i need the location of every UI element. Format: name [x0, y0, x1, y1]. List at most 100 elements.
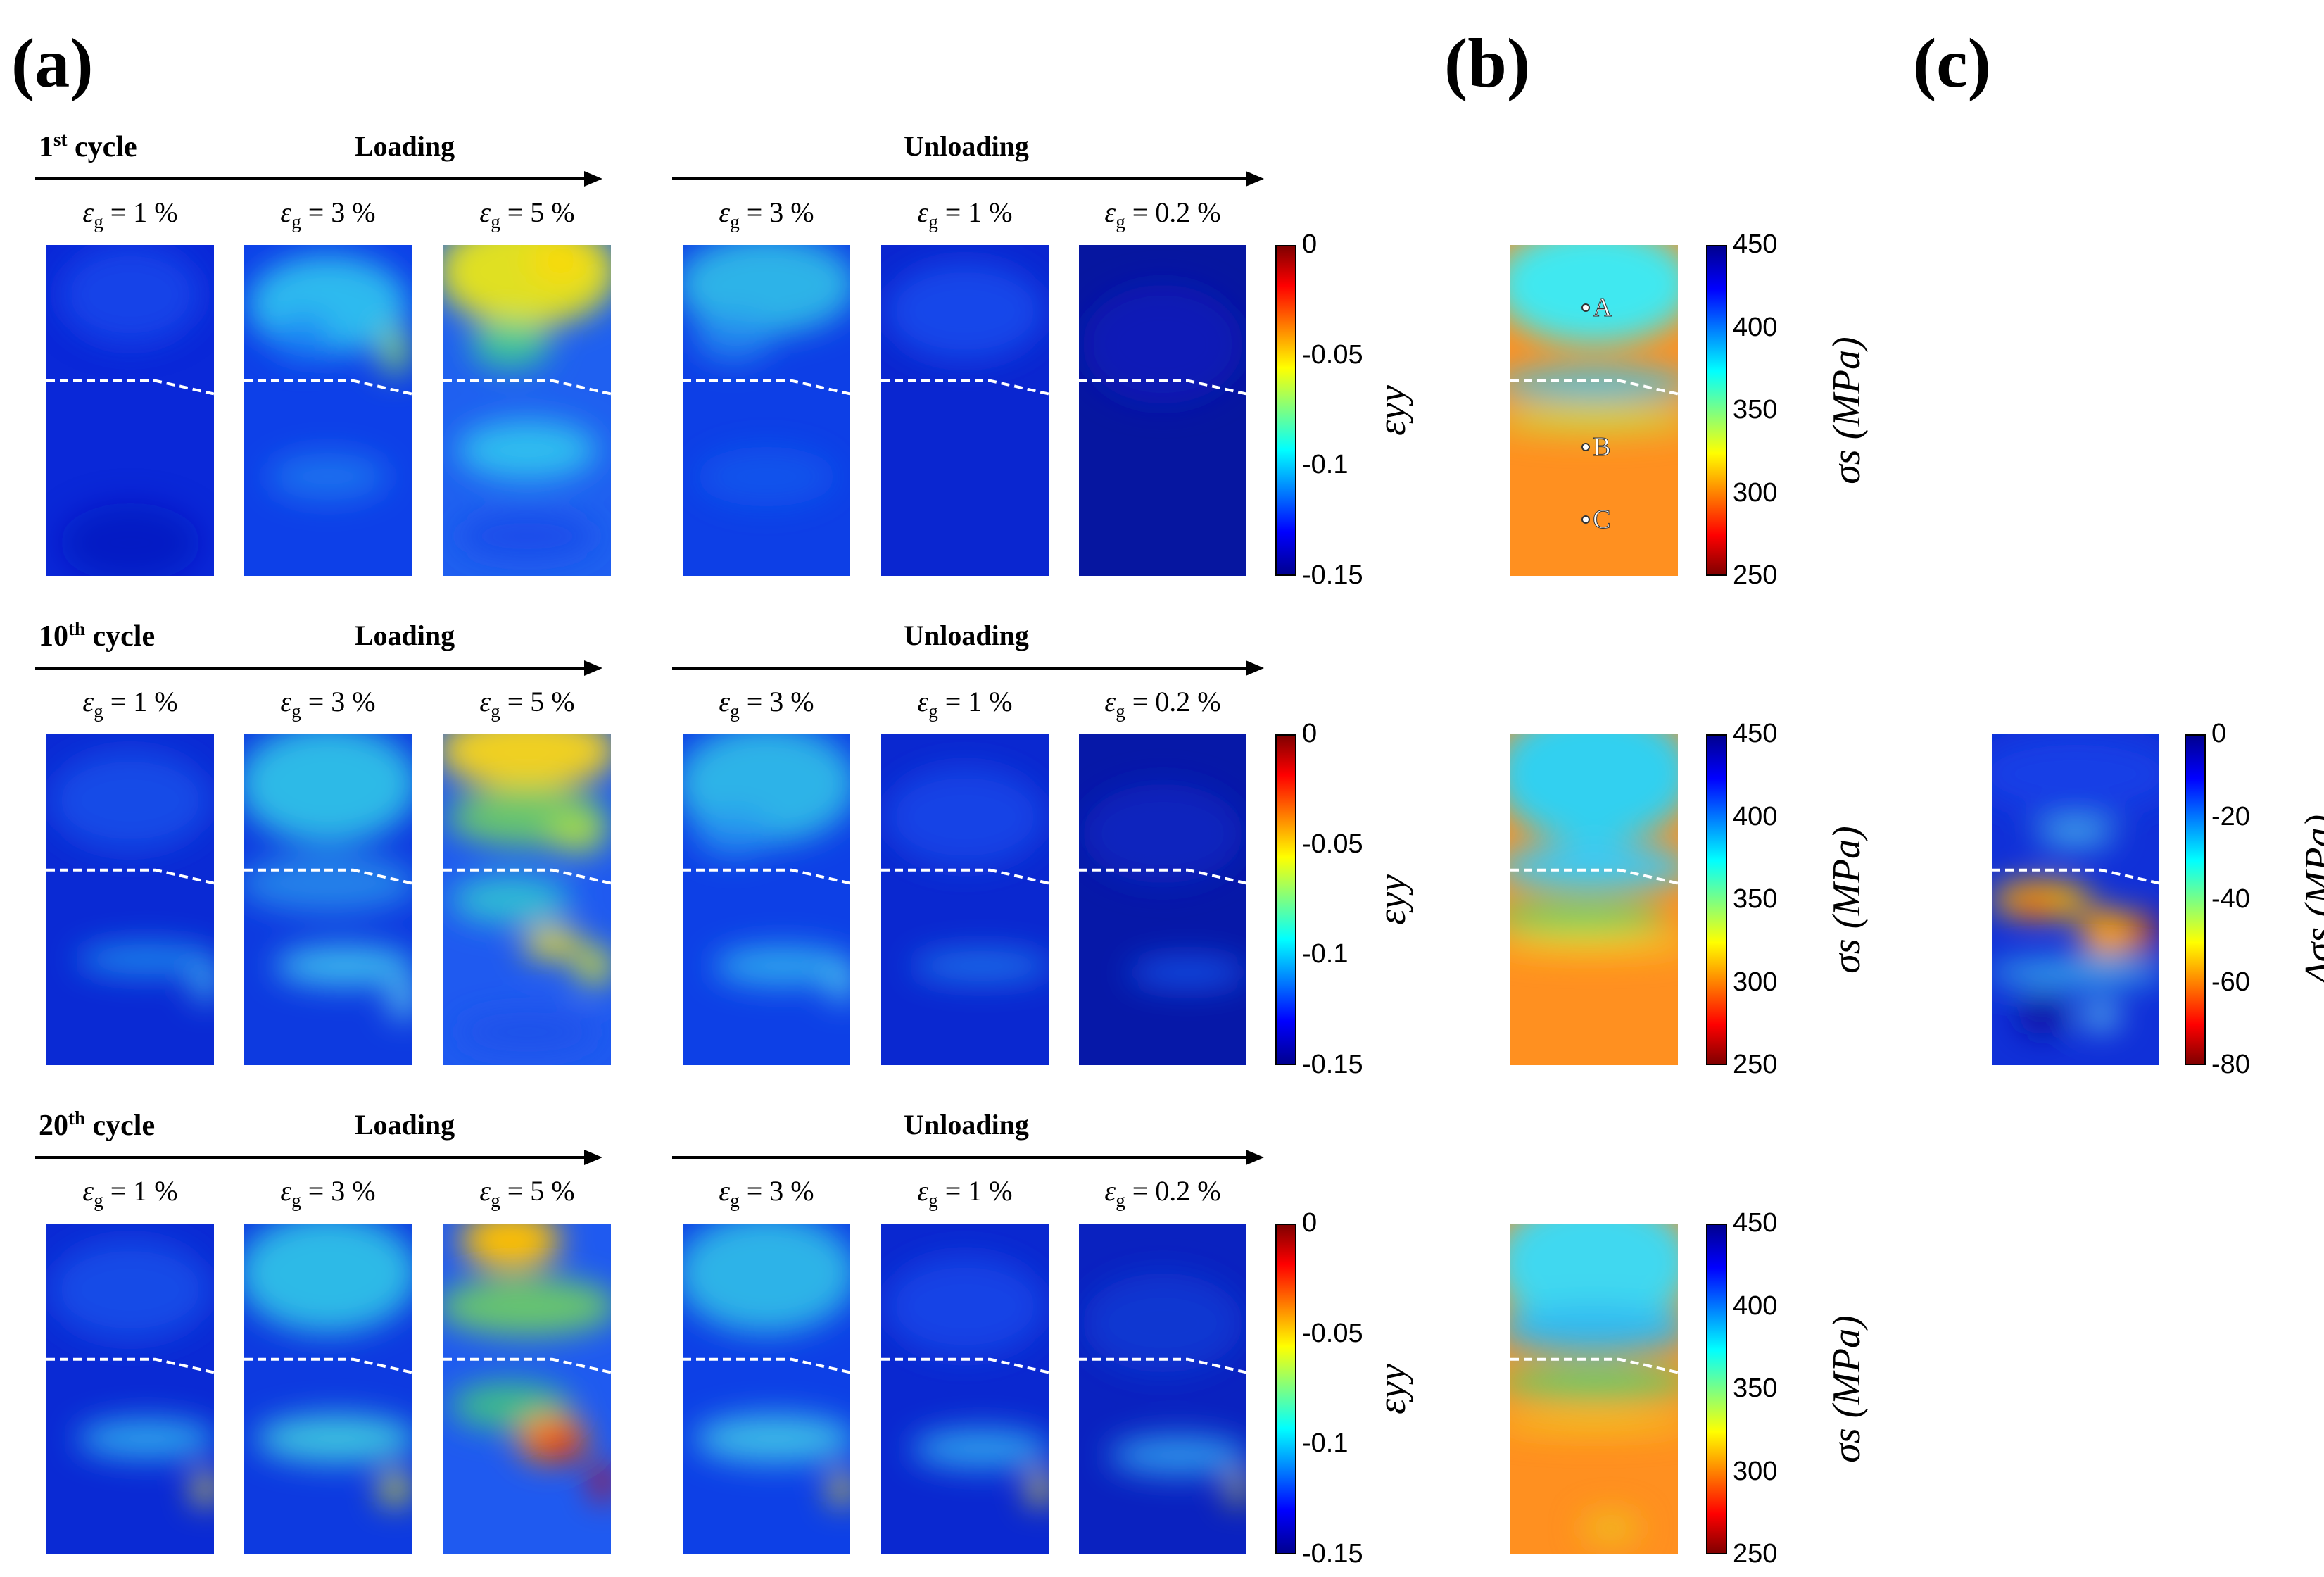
colorbar-tick-label: 350	[1733, 395, 1778, 425]
interface-dashed-line	[443, 1357, 611, 1374]
heatmap	[244, 734, 412, 1065]
interface-dashed-line	[46, 868, 214, 885]
colorbar-title: εyy	[1370, 385, 1414, 436]
heatmap-blob	[76, 943, 214, 976]
heatmap-blob	[457, 420, 598, 480]
interface-dashed-line	[46, 1357, 214, 1374]
strain-subscript: g	[1116, 700, 1125, 722]
heatmap-blob	[683, 1224, 850, 1333]
heatmap-blob	[1992, 960, 2159, 985]
heatmap-field	[244, 734, 412, 1065]
strain-symbol: ε	[82, 1175, 94, 1207]
unloading-label: Unloading	[904, 620, 1029, 651]
heatmap-blob	[1510, 843, 1678, 891]
strain-label: εg = 0.2 %	[1104, 1177, 1220, 1210]
heatmap-blob	[244, 1224, 412, 1333]
heatmap-field	[1510, 245, 1678, 576]
strain-value: = 1 %	[110, 686, 178, 717]
heatmap-blob	[592, 1462, 611, 1502]
heatmap-blob	[693, 810, 773, 857]
heatmap-blob	[1510, 734, 1678, 844]
heatmap-blob	[470, 320, 551, 368]
heatmap-blob	[244, 853, 412, 913]
strain-symbol: ε	[1104, 1175, 1116, 1207]
strain-label: εg = 5 %	[479, 199, 574, 232]
strain-label: εg = 3 %	[280, 1177, 375, 1210]
heatmap-blob	[829, 1472, 850, 1504]
colorbar-title: εyy	[1370, 874, 1414, 925]
heatmap-blob	[911, 1428, 1049, 1469]
colorbar	[1706, 245, 1727, 576]
strain-value: = 1 %	[945, 1175, 1013, 1207]
panel-label-c: (c)	[1913, 24, 1991, 102]
heatmap-blob	[911, 950, 1049, 982]
strain-value: = 3 %	[308, 1175, 376, 1207]
colorbar-tick-label: -40	[2211, 884, 2250, 914]
unloading-arrow	[672, 177, 1246, 180]
strain-value: = 3 %	[746, 1175, 814, 1207]
heatmap-blob	[388, 979, 412, 1019]
heatmap	[46, 734, 214, 1065]
heatmap	[443, 1224, 611, 1554]
colorbar-title: Δσs (MPa)	[2297, 814, 2324, 986]
strain-label: εg = 1 %	[917, 688, 1012, 721]
heatmap-blob	[826, 962, 850, 1003]
colorbar-tick-label: -0.1	[1302, 1428, 1349, 1459]
heatmap-blob	[60, 245, 201, 344]
interface-dashed-line	[1079, 868, 1246, 885]
loading-label: Loading	[354, 130, 455, 162]
heatmap-field	[1510, 734, 1678, 1065]
heatmap-field	[1992, 734, 2159, 1065]
unloading-label: Unloading	[904, 1109, 1029, 1141]
heatmap-blob	[884, 767, 1046, 867]
unloading-label: Unloading	[904, 130, 1029, 162]
interface-dashed-line	[1510, 1357, 1678, 1374]
measurement-point-marker	[1581, 303, 1591, 313]
colorbar-tick-label: -0.05	[1302, 339, 1363, 370]
colorbar-tick-label: -0.15	[1302, 1050, 1363, 1079]
heatmap-blob	[1992, 734, 2159, 814]
heatmap-blob	[1510, 933, 1678, 953]
strain-symbol: ε	[479, 196, 491, 228]
strain-symbol: ε	[479, 686, 491, 717]
heatmap-blob	[267, 453, 389, 501]
strain-subscript: g	[94, 211, 103, 232]
cycle-word: cycle	[92, 620, 156, 653]
unloading-arrow	[672, 667, 1246, 670]
strain-subscript: g	[291, 1190, 301, 1211]
heatmap-blob	[2013, 896, 2054, 917]
heatmap-field	[683, 1224, 850, 1554]
loading-arrow	[35, 1156, 584, 1159]
interface-dashed-line	[1079, 379, 1246, 396]
heatmap-blob	[683, 245, 850, 334]
heatmap-blob	[460, 1224, 561, 1270]
heatmap-field	[46, 1224, 214, 1554]
colorbar-tick-label: 0	[2211, 719, 2227, 748]
strain-value: = 1 %	[110, 196, 178, 228]
cycle-gap	[85, 1110, 93, 1142]
heatmap-field	[1079, 734, 1246, 1065]
heatmap-field	[46, 734, 214, 1065]
heatmap-blob	[1128, 956, 1246, 988]
strain-value: = 5 %	[507, 1175, 575, 1207]
heatmap-blob	[1109, 1435, 1246, 1476]
heatmap-blob	[696, 446, 837, 507]
interface-dashed-line	[244, 868, 412, 885]
heatmap-blob	[884, 261, 1046, 361]
strain-symbol: ε	[82, 196, 94, 228]
cycle-ordinal-suffix: th	[68, 618, 86, 639]
heatmap-blob	[2139, 909, 2156, 957]
cycle-label: 1st cycle	[39, 130, 137, 163]
heatmap-blob	[76, 1419, 214, 1459]
heatmap	[443, 734, 611, 1065]
strain-subscript: g	[928, 700, 938, 722]
colorbar	[2185, 734, 2206, 1065]
interface-dashed-line	[881, 379, 1049, 396]
strain-subscript: g	[291, 211, 301, 232]
heatmap-blob	[530, 245, 591, 282]
strain-label: εg = 1 %	[917, 199, 1012, 232]
cycle-number: 20	[39, 1110, 68, 1142]
heatmap-blob	[1510, 900, 1668, 933]
heatmap-blob	[274, 945, 412, 986]
strain-subscript: g	[491, 211, 500, 232]
